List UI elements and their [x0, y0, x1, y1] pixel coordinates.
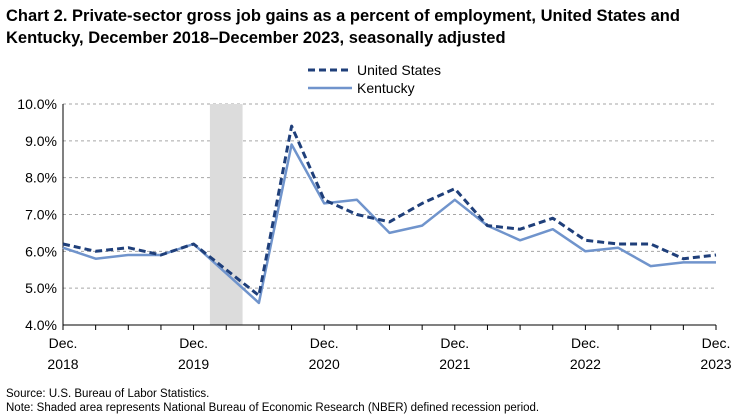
- legend: United States Kentucky: [308, 62, 441, 96]
- source-note: Source: U.S. Bureau of Labor Statistics.: [6, 388, 210, 400]
- x-tick-label-month: Dec.: [179, 335, 208, 351]
- x-tick-label-year: 2019: [178, 356, 209, 372]
- shading-note: Note: Shaded area represents National Bu…: [6, 402, 540, 414]
- x-tick-label-year: 2018: [47, 356, 78, 372]
- series-line-kentucky: [62, 143, 716, 305]
- y-tick-label: 10.0%: [17, 96, 57, 112]
- x-tick-label-month: Dec.: [440, 335, 469, 351]
- series-line-united-states: [62, 124, 717, 297]
- chart-notes: Source: U.S. Bureau of Labor Statistics.…: [6, 387, 539, 415]
- series-lines: [62, 124, 717, 305]
- legend-label: Kentucky: [357, 80, 415, 96]
- y-tick-labels: 4.0% 5.0% 6.0% 7.0% 8.0% 9.0% 10.0%: [17, 96, 57, 333]
- y-tick-label: 5.0%: [25, 280, 57, 296]
- y-tick-label: 4.0%: [25, 317, 57, 333]
- recession-band: [209, 104, 243, 325]
- chart-title: Chart 2. Private-sector gross job gains …: [6, 7, 680, 47]
- x-tick-label-year: 2021: [439, 356, 470, 372]
- x-tick-label-year: 2020: [309, 356, 340, 372]
- y-tick-label: 8.0%: [25, 170, 57, 186]
- x-tick-label-year: 2023: [700, 356, 731, 372]
- recession-shading: [209, 104, 243, 325]
- y-tick-label: 9.0%: [25, 133, 57, 149]
- x-tick-label-month: Dec.: [310, 335, 339, 351]
- y-tick-label: 7.0%: [25, 207, 57, 223]
- legend-label: United States: [357, 62, 441, 78]
- x-tick-label-month: Dec.: [702, 335, 731, 351]
- x-tick-labels: Dec. 2018 Dec. 2019 Dec. 2020 Dec. 2021 Dec. 2022…: [47, 335, 731, 372]
- x-tick-label-month: Dec.: [49, 335, 78, 351]
- x-tick-label-month: Dec.: [571, 335, 600, 351]
- axes: [62, 104, 717, 330]
- gridlines: [63, 103, 716, 289]
- x-tick-label-year: 2022: [570, 356, 601, 372]
- y-tick-label: 6.0%: [25, 243, 57, 259]
